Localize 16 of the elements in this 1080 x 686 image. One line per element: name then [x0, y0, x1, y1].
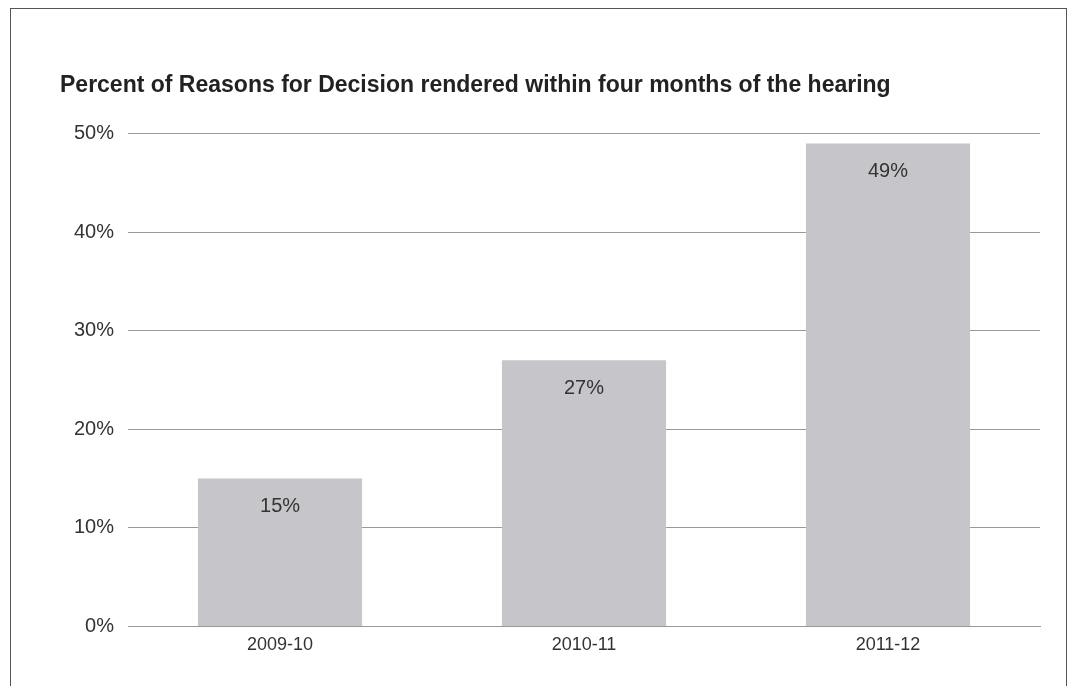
data-label: 15%: [260, 494, 301, 517]
y-tick-label: 30%: [74, 318, 115, 341]
x-tick-label: 2011-12: [855, 634, 921, 655]
y-tick-label: 0%: [85, 613, 115, 636]
x-tick-label: 2010-11: [551, 634, 617, 655]
bar: [501, 360, 667, 626]
bar: [805, 143, 971, 626]
x-tick-label: 2009-10: [246, 634, 314, 655]
bar: [197, 478, 363, 626]
data-label: 27%: [564, 375, 605, 398]
chart-title: Percent of Reasons for Decision rendered within four months of the hearing: [60, 71, 891, 98]
data-label: 49%: [867, 158, 909, 181]
y-tick-label: 50%: [74, 121, 115, 144]
y-tick-label: 20%: [74, 416, 115, 439]
y-tick-label: 10%: [74, 515, 115, 538]
y-tick-label: 40%: [74, 219, 115, 242]
